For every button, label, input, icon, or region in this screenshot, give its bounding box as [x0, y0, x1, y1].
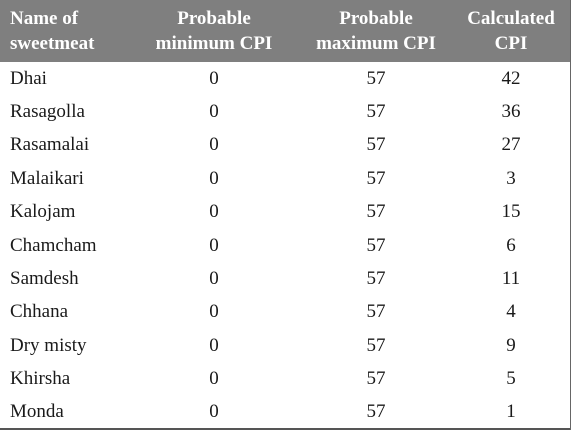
cell-sweetmeat-name: Chamcham	[10, 234, 97, 256]
table-row: Dry misty 0 57 9	[0, 329, 570, 362]
cell-min-cpi: 0	[128, 395, 300, 430]
table-row: Samdesh 0 57 11	[0, 262, 570, 295]
cell-sweetmeat-name: Malaikari	[10, 167, 84, 189]
cell-sweetmeat-name: Dry misty	[10, 334, 87, 356]
table-row: Rasagolla 0 57 36	[0, 95, 570, 128]
header-line: Name of	[10, 8, 79, 29]
cell-min-cpi: 0	[209, 234, 219, 256]
header-line: sweetmeat	[10, 33, 95, 54]
cell-calculated-cpi: 4	[506, 301, 516, 323]
table-bottom-border	[0, 428, 571, 429]
cell-min-cpi: 0	[209, 334, 219, 356]
cell-calculated-cpi: 15	[501, 201, 521, 223]
cell-max-cpi: 57	[366, 234, 386, 256]
cell-max-cpi: 57	[300, 395, 452, 430]
header-line: Calculated	[467, 8, 555, 29]
cell-calculated-cpi: 1	[452, 395, 570, 430]
table-row: Chamcham 0 57 6	[0, 229, 570, 262]
cell-max-cpi: 57	[366, 67, 386, 89]
table-row: Rasamalai 0 57 27	[0, 129, 570, 162]
cell-sweetmeat-name: Khirsha	[10, 368, 71, 390]
cell-min-cpi: 0	[209, 201, 219, 223]
cell-sweetmeat-name: Monda	[0, 395, 128, 430]
header-line: CPI	[494, 33, 528, 54]
cell-min-cpi: 0	[209, 268, 219, 290]
cell-calculated-cpi: 9	[506, 334, 516, 356]
cell-max-cpi: 57	[366, 101, 386, 123]
cell-min-cpi: 0	[209, 167, 219, 189]
cell-min-cpi: 0	[209, 134, 219, 156]
cell-max-cpi: 57	[366, 301, 386, 323]
cell-min-cpi: 0	[209, 67, 219, 89]
cell-min-cpi: 0	[209, 368, 219, 390]
cell-max-cpi: 57	[366, 268, 386, 290]
cell-sweetmeat-name: Samdesh	[10, 268, 79, 290]
table-row: Monda 0 57 1	[0, 395, 570, 430]
cell-max-cpi: 57	[366, 334, 386, 356]
cell-calculated-cpi: 5	[506, 368, 516, 390]
cell-sweetmeat-name: Rasamalai	[10, 134, 90, 156]
cell-sweetmeat-name: Rasagolla	[10, 101, 85, 123]
table-body: Dhai 0 57 42 Rasagolla 0 57 36 Rasamalai…	[0, 62, 570, 430]
table-row: Khirsha 0 57 5	[0, 363, 570, 396]
cell-max-cpi: 57	[366, 167, 386, 189]
table-row: Chhana 0 57 4	[0, 296, 570, 329]
header-name-of-sweetmeat: Name of sweetmeat	[0, 0, 128, 62]
cell-max-cpi: 57	[366, 368, 386, 390]
header-calculated-cpi: Calculated CPI	[452, 0, 570, 62]
header-line: maximum CPI	[316, 33, 436, 54]
cell-max-cpi: 57	[366, 201, 386, 223]
table-row: Malaikari 0 57 3	[0, 162, 570, 195]
cell-max-cpi: 57	[366, 134, 386, 156]
header-probable-minimum-cpi: Probable minimum CPI	[128, 0, 300, 62]
cell-sweetmeat-name: Dhai	[10, 67, 47, 89]
table-row: Dhai 0 57 42	[0, 62, 570, 95]
header-line: Probable	[177, 8, 251, 29]
cell-sweetmeat-name: Kalojam	[10, 201, 76, 223]
cell-min-cpi: 0	[209, 301, 219, 323]
header-probable-maximum-cpi: Probable maximum CPI	[300, 0, 452, 62]
header-row: Name of sweetmeat Probable minimum CPI P…	[0, 0, 570, 62]
cell-calculated-cpi: 27	[501, 134, 521, 156]
cell-calculated-cpi: 6	[506, 234, 516, 256]
header-line: minimum CPI	[155, 33, 273, 54]
cell-calculated-cpi: 36	[501, 101, 521, 123]
table-row: Kalojam 0 57 15	[0, 196, 570, 229]
cell-calculated-cpi: 11	[501, 268, 521, 290]
table-header: Name of sweetmeat Probable minimum CPI P…	[0, 0, 570, 62]
cell-min-cpi: 0	[209, 101, 219, 123]
cell-calculated-cpi: 3	[506, 167, 516, 189]
header-line: Probable	[339, 8, 413, 29]
cell-calculated-cpi: 42	[501, 67, 521, 89]
cell-sweetmeat-name: Chhana	[10, 301, 69, 323]
